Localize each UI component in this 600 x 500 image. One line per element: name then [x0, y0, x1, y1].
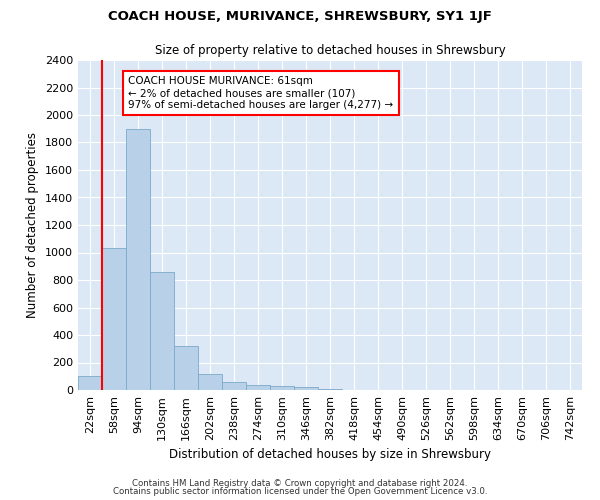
- Text: COACH HOUSE, MURIVANCE, SHREWSBURY, SY1 1JF: COACH HOUSE, MURIVANCE, SHREWSBURY, SY1 …: [108, 10, 492, 23]
- Bar: [198, 374, 222, 390]
- Bar: [78, 376, 102, 390]
- Y-axis label: Number of detached properties: Number of detached properties: [26, 132, 40, 318]
- Bar: [150, 272, 174, 390]
- Text: Contains HM Land Registry data © Crown copyright and database right 2024.: Contains HM Land Registry data © Crown c…: [132, 478, 468, 488]
- Text: Contains public sector information licensed under the Open Government Licence v3: Contains public sector information licen…: [113, 487, 487, 496]
- Bar: [102, 248, 126, 390]
- X-axis label: Distribution of detached houses by size in Shrewsbury: Distribution of detached houses by size …: [169, 448, 491, 462]
- Text: COACH HOUSE MURIVANCE: 61sqm
← 2% of detached houses are smaller (107)
97% of se: COACH HOUSE MURIVANCE: 61sqm ← 2% of det…: [128, 76, 394, 110]
- Bar: [246, 384, 270, 390]
- Bar: [126, 128, 150, 390]
- Bar: [270, 386, 294, 390]
- Bar: [222, 382, 246, 390]
- Bar: [174, 346, 198, 390]
- Title: Size of property relative to detached houses in Shrewsbury: Size of property relative to detached ho…: [155, 44, 505, 58]
- Bar: [294, 387, 318, 390]
